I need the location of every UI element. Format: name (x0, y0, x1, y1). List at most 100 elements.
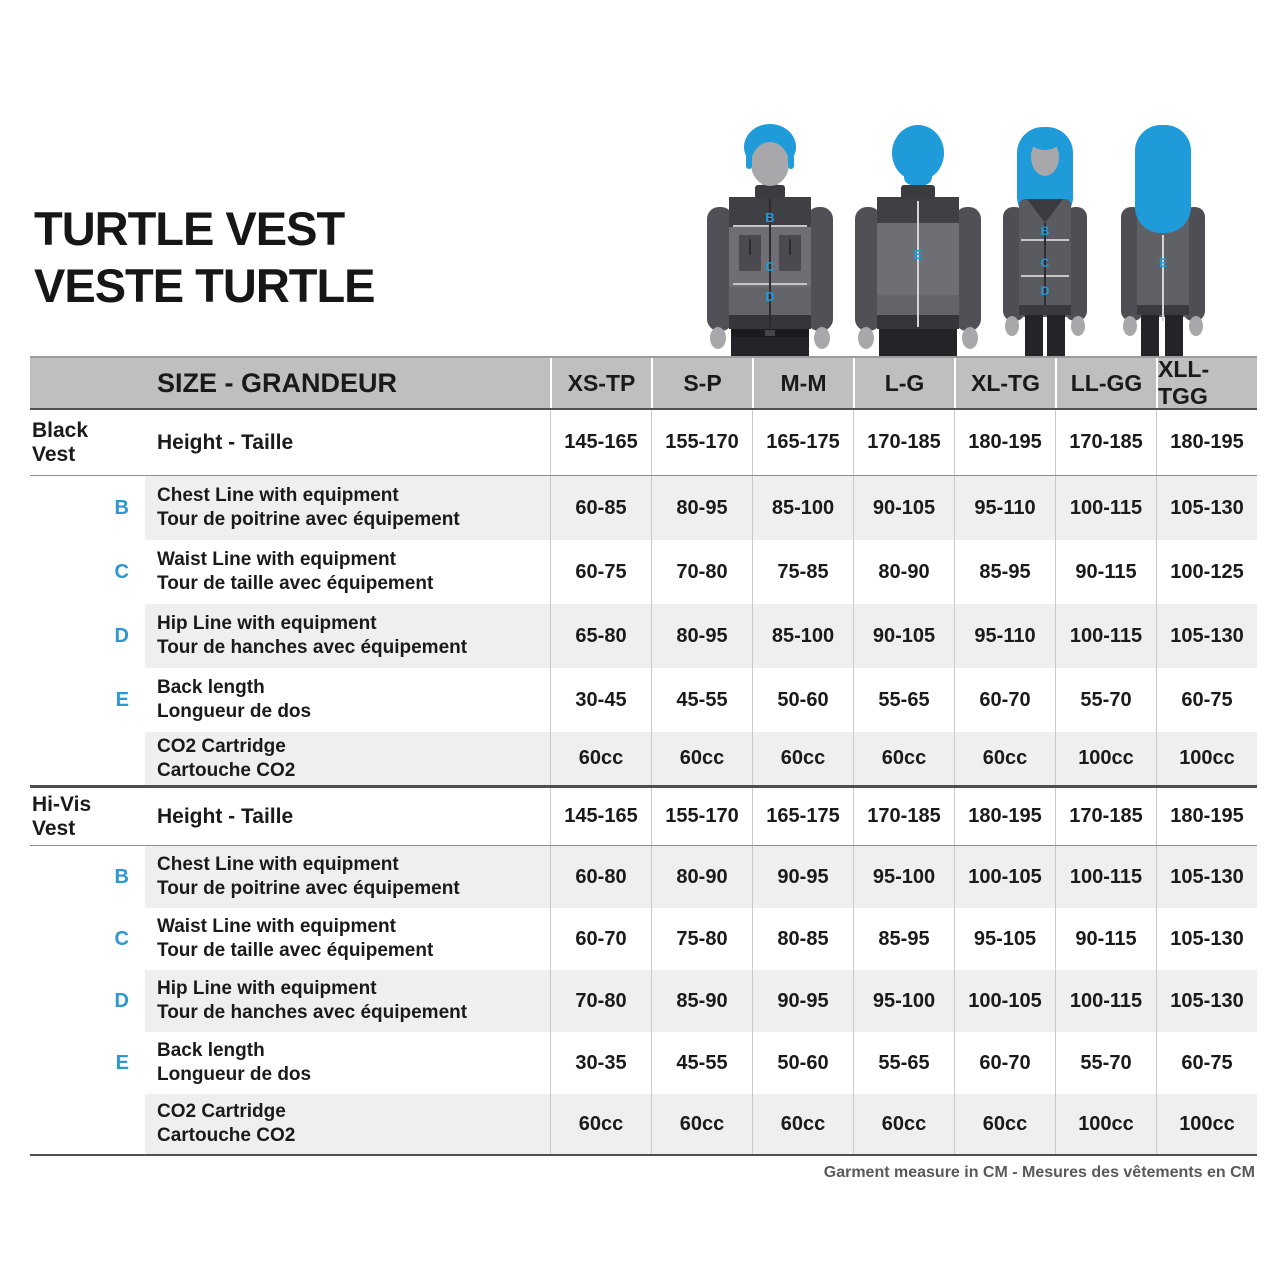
table-row-black-hip: D Hip Line with equipment Tour de hanches … (30, 604, 1257, 668)
row-label: Chest Line with equipment Tour de poitrin… (145, 846, 550, 908)
section-label-black: Black Vest (32, 418, 89, 466)
figure-waist-label: C (765, 259, 775, 274)
table-header-row: SIZE - GRANDEUR XS-TP S-P M-M L-G XL-TG LL-GG X… (30, 356, 1257, 410)
row-label: Hip Line with equipment Tour de hanches a… (145, 604, 550, 668)
size-value: 100-125 (1156, 540, 1257, 604)
figure-backlength-label: E (1159, 256, 1167, 270)
size-value: 100cc (1156, 732, 1257, 785)
figure-female-back: E (1121, 125, 1205, 356)
height-row-label: Height - Taille (157, 804, 294, 828)
row-label-en: Waist Line with equipment (157, 916, 396, 937)
row-label: Hip Line with equipment Tour de hanches a… (145, 970, 550, 1032)
row-label: Back length Longueur de dos (145, 1032, 550, 1094)
row-letter: D (114, 624, 129, 647)
size-value: 80-85 (752, 908, 853, 970)
header-spacer (30, 358, 145, 408)
row-label-fr: Tour de hanches avec équipement (157, 637, 468, 658)
size-header-xs-tp: XS-TP (550, 358, 651, 408)
size-value: 85-100 (752, 476, 853, 540)
size-value: 90-95 (752, 970, 853, 1032)
size-value: 55-70 (1055, 668, 1156, 732)
size-value: 165-175 (752, 788, 853, 845)
size-value: 60cc (752, 732, 853, 785)
size-value: 55-65 (853, 668, 954, 732)
size-value: 60cc (550, 1094, 651, 1154)
size-value: 170-185 (853, 788, 954, 845)
size-value: 90-95 (752, 846, 853, 908)
row-letter (30, 732, 145, 785)
table-title: SIZE - GRANDEUR (157, 367, 398, 398)
size-value: 145-165 (550, 410, 651, 475)
row-label: CO2 Cartridge Cartouche CO2 (145, 1094, 550, 1154)
size-value: 95-110 (954, 604, 1055, 668)
size-value: 80-95 (651, 476, 752, 540)
table-row-black-waist: C Waist Line with equipment Tour de taille… (30, 540, 1257, 604)
row-label: Chest Line with equipment Tour de poitrin… (145, 476, 550, 540)
size-value: 60-70 (550, 908, 651, 970)
row-letter: C (114, 927, 129, 950)
row-label-en: Back length (157, 1040, 265, 1061)
figure-hip-label: D (765, 289, 774, 304)
figure-backlength-label: E (914, 247, 923, 262)
size-value: 155-170 (651, 410, 752, 475)
row-letter: B (114, 496, 129, 519)
size-value: 170-185 (853, 410, 954, 475)
size-value: 95-105 (954, 908, 1055, 970)
size-value: 95-100 (853, 970, 954, 1032)
row-label-en: Hip Line with equipment (157, 978, 377, 999)
table-row-black-chest: B Chest Line with equipment Tour de poitri… (30, 476, 1257, 540)
table-row-hivis-co2: CO2 Cartridge Cartouche CO2 60cc 60cc 60cc 60… (30, 1094, 1257, 1156)
size-header-l-g: L-G (853, 358, 954, 408)
figure-hip-label: D (1041, 284, 1050, 298)
size-value: 100cc (1055, 732, 1156, 785)
row-label-fr: Tour de hanches avec équipement (157, 1002, 468, 1023)
size-value: 90-115 (1055, 540, 1156, 604)
size-value: 85-95 (954, 540, 1055, 604)
height-row-label: Height - Taille (157, 430, 294, 454)
table-row-hivis-waist: C Waist Line with equipment Tour de taille… (30, 908, 1257, 970)
size-table: SIZE - GRANDEUR XS-TP S-P M-M L-G XL-TG LL-GG X… (30, 356, 1257, 1156)
size-value: 100-105 (954, 970, 1055, 1032)
size-value: 60-75 (1156, 1032, 1257, 1094)
row-label: Waist Line with equipment Tour de taille … (145, 540, 550, 604)
table-row-black-height: Black Vest Height - Taille 145-165 155-170 1… (30, 410, 1257, 476)
size-value: 95-110 (954, 476, 1055, 540)
size-value: 85-100 (752, 604, 853, 668)
size-value: 60cc (651, 1094, 752, 1154)
row-letter: D (114, 989, 129, 1012)
size-value: 170-185 (1055, 788, 1156, 845)
size-value: 90-115 (1055, 908, 1156, 970)
size-value: 60cc (954, 1094, 1055, 1154)
row-label: CO2 Cartridge Cartouche CO2 (145, 732, 550, 785)
size-value: 105-130 (1156, 476, 1257, 540)
size-value: 80-95 (651, 604, 752, 668)
size-header-ll-gg: LL-GG (1055, 358, 1156, 408)
size-value: 180-195 (1156, 410, 1257, 475)
title-english: TURTLE VEST (34, 202, 345, 255)
size-header-xll-tgg: XLL-TGG (1156, 356, 1257, 409)
row-label-en: Back length (157, 677, 265, 698)
section-label-hivis: Hi-Vis Vest (32, 792, 92, 840)
size-value: 100-115 (1055, 604, 1156, 668)
size-value: 170-185 (1055, 410, 1156, 475)
figure-male-back: E (855, 125, 981, 356)
row-label-fr: Tour de poitrine avec équipement (157, 878, 460, 899)
table-row-hivis-back: E Back length Longueur de dos 30-35 45-55 50-… (30, 1032, 1257, 1094)
row-label-fr: Tour de taille avec équipement (157, 940, 434, 961)
row-letter: B (114, 865, 129, 888)
size-value: 90-105 (853, 604, 954, 668)
figure-female-front: B C D (1003, 127, 1087, 356)
size-value: 100-115 (1055, 970, 1156, 1032)
size-value: 80-90 (853, 540, 954, 604)
size-value: 60-85 (550, 476, 651, 540)
row-label-en: Chest Line with equipment (157, 854, 399, 875)
hair-male-back (892, 125, 944, 181)
size-value: 100-115 (1055, 846, 1156, 908)
size-value: 100-115 (1055, 476, 1156, 540)
size-value: 70-80 (651, 540, 752, 604)
size-value: 60cc (853, 1094, 954, 1154)
size-value: 100cc (1055, 1094, 1156, 1154)
table-row-black-back: E Back length Longueur de dos 30-45 45-55 50-… (30, 668, 1257, 732)
size-value: 105-130 (1156, 604, 1257, 668)
